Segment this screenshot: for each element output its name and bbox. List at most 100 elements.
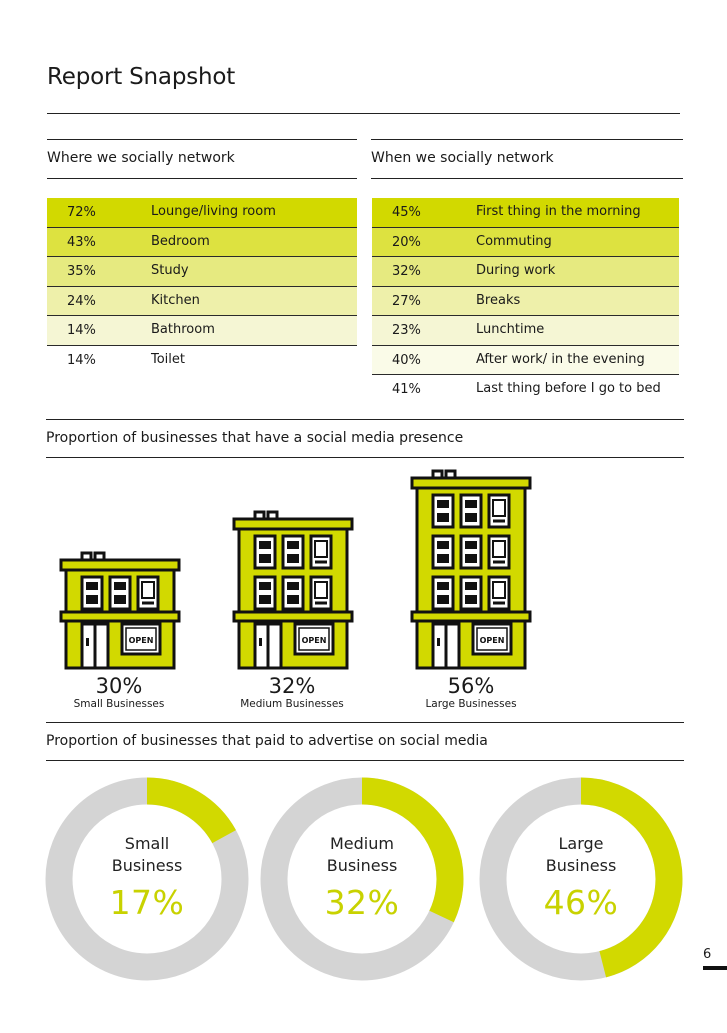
donut-chart: Small Business 17% — [45, 777, 249, 981]
window-pane — [465, 541, 477, 549]
window-pane — [465, 595, 477, 604]
where-row-label: Toilet — [151, 351, 186, 367]
page-number: 6 — [703, 947, 712, 962]
when-row: 41% Last thing before I go to bed — [372, 375, 679, 405]
window — [281, 575, 305, 611]
chimney — [444, 469, 457, 481]
window-pane — [437, 500, 449, 508]
when-row: 32% During work — [372, 257, 679, 287]
when-row-label: Lunchtime — [476, 322, 545, 337]
page-number-bar — [703, 966, 727, 970]
when-row: 40% After work/ in the evening — [372, 345, 679, 375]
business-size-label: Medium Businesses — [240, 698, 344, 710]
building-body — [64, 568, 176, 670]
donut-label-line2: Business — [326, 856, 398, 875]
when-row-label: Commuting — [476, 233, 552, 249]
where-row-label: Bedroom — [151, 233, 210, 249]
window-pane — [287, 541, 299, 549]
shop-window — [471, 622, 513, 656]
where-section-title: Where we socially network — [47, 150, 235, 166]
window-pane — [492, 540, 506, 558]
when-row-percent: 32% — [392, 264, 421, 279]
when-section-title: When we socially network — [371, 150, 554, 166]
advertise-bottom-rule — [46, 760, 684, 761]
title-divider — [47, 113, 680, 114]
window-pane — [141, 581, 155, 599]
where-row-label: Lounge/living room — [151, 204, 276, 219]
window — [431, 493, 455, 529]
window-pane — [259, 541, 271, 549]
roof-ledge — [59, 558, 181, 572]
when-row-label: During work — [476, 263, 556, 278]
when-bottom-rule — [371, 178, 683, 179]
window-pane — [465, 554, 477, 563]
window — [281, 534, 305, 570]
where-bottom-rule — [47, 178, 357, 179]
window-pane — [437, 582, 449, 590]
donut-percent: 32% — [324, 883, 400, 922]
window-pane — [314, 540, 328, 558]
when-table: 45% First thing in the morning 20% Commutin… — [372, 198, 679, 405]
window — [253, 534, 277, 570]
where-row: 14% Toilet — [47, 345, 357, 375]
donut-svg — [45, 777, 249, 981]
shop-awning — [59, 610, 181, 623]
donut-value-arc — [45, 777, 249, 981]
donut-svg — [260, 777, 464, 981]
when-row: 45% First thing in the morning — [372, 198, 679, 228]
window — [80, 575, 104, 611]
shop-awning — [410, 610, 532, 623]
where-row-label: Study — [151, 263, 189, 278]
business-presence-percent: 56% — [447, 674, 495, 698]
when-top-rule — [371, 139, 683, 140]
building-body — [415, 486, 527, 670]
shop-window-inner — [298, 627, 330, 651]
when-row-percent: 45% — [392, 205, 421, 220]
window-pane — [465, 582, 477, 590]
window-pane — [287, 582, 299, 590]
open-sign: OPEN — [129, 636, 154, 645]
open-sign: OPEN — [480, 636, 505, 645]
window — [487, 534, 511, 570]
window-pane — [114, 595, 126, 604]
business-size-label: Small Businesses — [73, 698, 165, 710]
when-row-percent: 20% — [392, 234, 421, 250]
donut-percent: 17% — [109, 883, 185, 922]
window-pane — [437, 595, 449, 604]
when-row-label: Last thing before I go to bed — [476, 381, 661, 396]
when-row-percent: 27% — [392, 293, 421, 309]
where-row: 43% Bedroom — [47, 227, 357, 257]
where-row-label: Bathroom — [151, 322, 215, 337]
when-row: 20% Commuting — [372, 227, 679, 257]
window — [459, 575, 483, 611]
where-row: 14% Bathroom — [47, 316, 357, 346]
window — [431, 575, 455, 611]
presence-section-title: Proportion of businesses that have a soc… — [46, 430, 464, 446]
window-pane — [259, 554, 271, 563]
presence-top-rule — [46, 419, 684, 420]
chimney — [80, 551, 93, 563]
window-pane — [259, 582, 271, 590]
shop-window-inner — [125, 627, 157, 651]
window-pane — [314, 581, 328, 599]
shop-window — [120, 622, 162, 656]
window — [459, 534, 483, 570]
chimney — [431, 469, 444, 481]
window-pane — [492, 499, 506, 517]
donut-chart: Large Business 46% — [479, 777, 683, 981]
window — [487, 575, 511, 611]
page-title: Report Snapshot — [47, 64, 236, 90]
donut-svg — [479, 777, 683, 981]
window — [309, 534, 333, 570]
window-pane — [287, 554, 299, 563]
window-pane — [465, 500, 477, 508]
when-row-percent: 41% — [392, 382, 421, 397]
shop-door — [253, 622, 283, 670]
when-row-label: Breaks — [476, 292, 521, 308]
window-pane — [86, 595, 98, 604]
when-row-percent: 23% — [392, 323, 421, 338]
door-handle — [86, 638, 89, 646]
window-pane — [114, 582, 126, 590]
window — [136, 575, 160, 611]
shop-door — [431, 622, 461, 670]
